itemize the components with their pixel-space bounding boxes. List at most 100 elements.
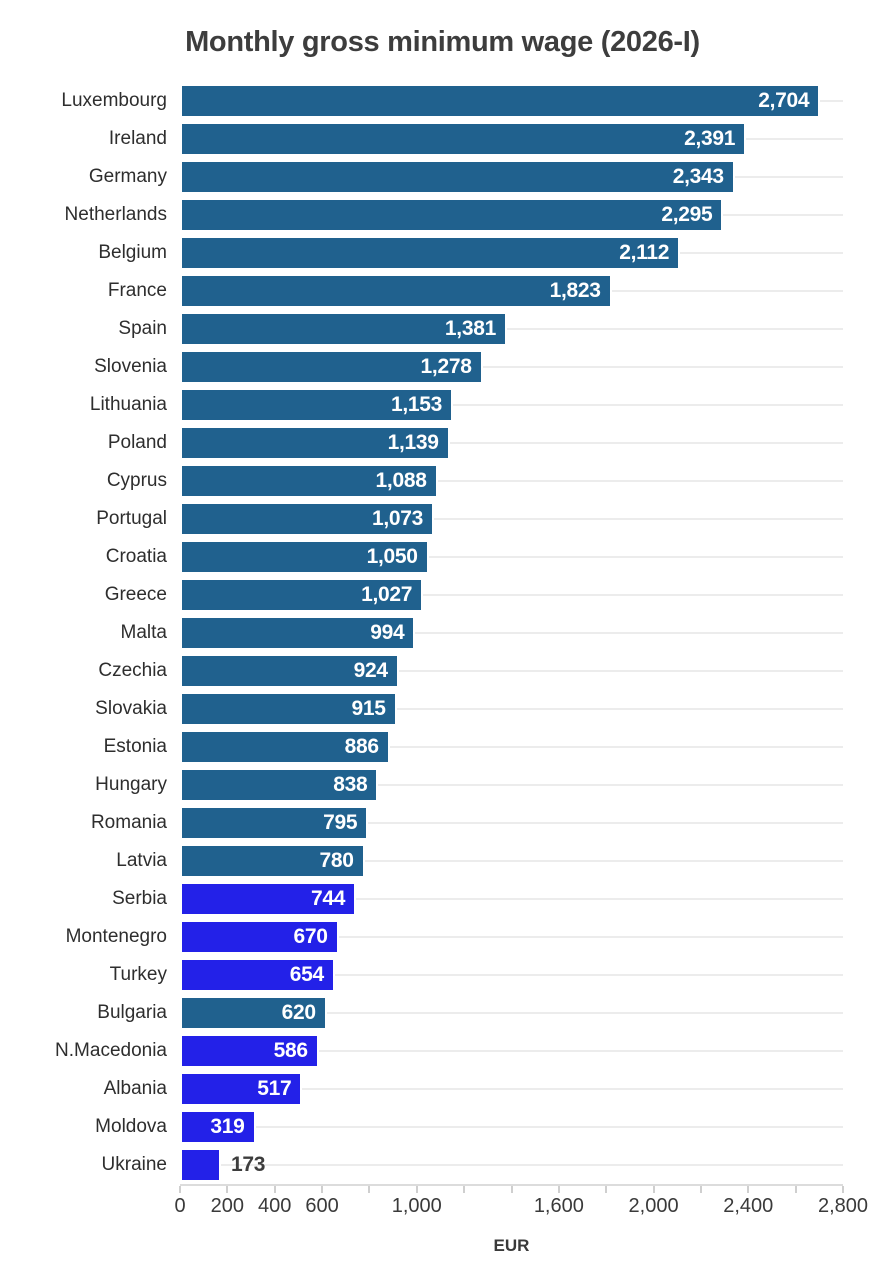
bar: 886 (180, 730, 390, 764)
axis-tick-label: 2,400 (723, 1195, 774, 1217)
axis-tick (273, 1186, 276, 1193)
bar: 780 (180, 844, 365, 878)
bar-row: Romania 795 (10, 804, 843, 842)
bar-row: Slovenia 1,278 (10, 348, 843, 386)
bar: 1,088 (180, 464, 438, 498)
bar: 654 (180, 958, 335, 992)
bar: 1,381 (180, 312, 507, 346)
axis-tick (368, 1186, 371, 1193)
bar-row: Latvia 780 (10, 842, 843, 880)
gridline (180, 1164, 843, 1166)
bar: 670 (180, 920, 339, 954)
bar: 915 (180, 692, 397, 726)
axis-tick (747, 1186, 750, 1193)
bar-track: 2,112 (180, 234, 843, 272)
bar: 2,295 (180, 198, 724, 232)
value-label: 2,391 (684, 127, 736, 150)
value-label: 924 (353, 659, 388, 682)
bar: 838 (180, 768, 379, 802)
value-label: 620 (281, 1001, 316, 1024)
bar-track: 1,027 (180, 576, 843, 614)
country-label: Luxembourg (61, 90, 167, 111)
bar-row: Poland 1,139 (10, 424, 843, 462)
bar-row: Estonia 886 (10, 728, 843, 766)
bar-track: 1,153 (180, 386, 843, 424)
bar-row: Czechia 924 (10, 652, 843, 690)
bar-row: Ireland 2,391 (10, 120, 843, 158)
bar-track: 1,278 (180, 348, 843, 386)
value-label: 994 (370, 621, 405, 644)
country-label: Spain (118, 318, 167, 339)
gridline (180, 404, 843, 406)
value-label: 2,704 (758, 89, 810, 112)
axis-tick (510, 1186, 513, 1193)
value-label: 1,139 (387, 431, 439, 454)
bar-row: Croatia 1,050 (10, 538, 843, 576)
bar: 1,027 (180, 578, 424, 612)
bar-row: Cyprus 1,088 (10, 462, 843, 500)
bar: 1,153 (180, 388, 454, 422)
axis-tick-label: 400 (258, 1195, 292, 1217)
value-label: 780 (319, 849, 354, 872)
value-label: 838 (333, 773, 368, 796)
value-label: 1,050 (366, 545, 418, 568)
value-label: 2,343 (672, 165, 724, 188)
country-label: Greece (104, 584, 167, 605)
bar-row: France 1,823 (10, 272, 843, 310)
bar-track: 2,704 (180, 82, 843, 120)
bar: 2,112 (180, 236, 681, 270)
axis-tick (605, 1186, 608, 1193)
axis-tick (321, 1186, 324, 1193)
value-label: 654 (289, 963, 324, 986)
bar-row: Serbia 744 (10, 880, 843, 918)
bar-track: 517 (180, 1070, 843, 1108)
country-label: Montenegro (65, 926, 167, 947)
bar: 1,050 (180, 540, 429, 574)
value-label: 1,027 (361, 583, 413, 606)
axis-tick (226, 1186, 229, 1193)
country-label: Moldova (95, 1116, 167, 1137)
value-label: 795 (323, 811, 358, 834)
axis-tick (652, 1186, 655, 1193)
country-label: Cyprus (106, 470, 167, 491)
gridline (180, 328, 843, 330)
bar: 1,139 (180, 426, 450, 460)
bar: 924 (180, 654, 399, 688)
country-label: Albania (103, 1078, 167, 1099)
bar-row: Luxembourg 2,704 (10, 82, 843, 120)
value-label: 670 (293, 925, 328, 948)
axis-tick-label: 200 (210, 1195, 245, 1217)
bar: 319 (180, 1110, 256, 1144)
country-label: Germany (88, 166, 167, 187)
bar-track: 1,073 (180, 500, 843, 538)
country-label: Ukraine (101, 1154, 167, 1175)
country-label: Poland (107, 432, 167, 453)
bar-track: 915 (180, 690, 843, 728)
gridline (180, 1050, 843, 1052)
country-label: N.Macedonia (55, 1040, 167, 1061)
gridline (180, 670, 843, 672)
bar-row: Moldova 319 (10, 1108, 843, 1146)
axis-tick-label: 1,600 (533, 1195, 584, 1217)
gridline (180, 708, 843, 710)
gridline (180, 442, 843, 444)
country-label: Portugal (96, 508, 167, 529)
axis-tick (557, 1186, 560, 1193)
gridline (180, 556, 843, 558)
value-label: 744 (311, 887, 346, 910)
gridline (180, 974, 843, 976)
bar-row: Germany 2,343 (10, 158, 843, 196)
bar-track: 744 (180, 880, 843, 918)
country-label: Lithuania (89, 394, 167, 415)
country-label: Serbia (112, 888, 167, 909)
axis-tick-label: 2,800 (817, 1195, 869, 1217)
country-label: Croatia (105, 546, 167, 567)
bar-track: 795 (180, 804, 843, 842)
bar-row: Bulgaria 620 (10, 994, 843, 1032)
bar-track: 173 (180, 1146, 843, 1184)
bar-track: 886 (180, 728, 843, 766)
bar: 1,823 (180, 274, 612, 308)
gridline (180, 518, 843, 520)
country-label: Netherlands (64, 204, 167, 225)
